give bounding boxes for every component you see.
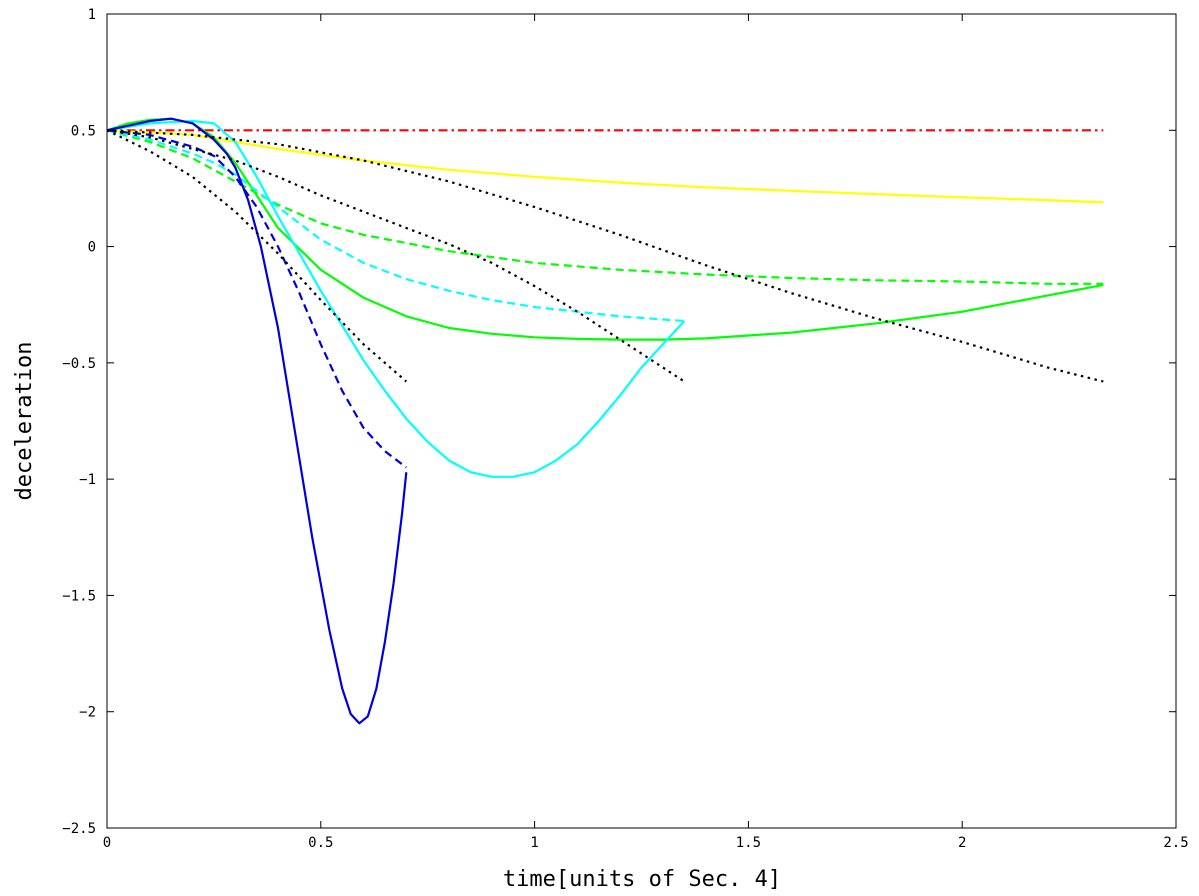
- x-tick-label: 1.5: [736, 835, 761, 851]
- series-line-9: [106, 129, 408, 383]
- y-tick-label: 1: [88, 7, 96, 23]
- x-tick-labels: 0 0.5 1 1.5 2 2.5: [103, 835, 1189, 851]
- x-tick-label: 2.5: [1163, 835, 1188, 851]
- plot-frame: [106, 13, 1177, 829]
- y-tick-label: −2: [79, 705, 96, 721]
- y-tick-label: −0.5: [62, 356, 96, 372]
- series-line-3: [106, 129, 1104, 285]
- y-axis-label: deceleration: [12, 342, 37, 501]
- x-tick-label: 1: [530, 835, 538, 851]
- y-tick-label: 0: [88, 240, 96, 256]
- series-layer: [106, 117, 1104, 725]
- y-tick-labels: 1 0.5 0 −0.5 −1 −1.5 −2 −2.5: [62, 7, 96, 837]
- y-tick-label: 0.5: [71, 123, 96, 139]
- x-tick-label: 2: [958, 835, 966, 851]
- y-tick-label: −2.5: [62, 821, 96, 837]
- y-tick-label: −1: [79, 472, 96, 488]
- series-line-7: [106, 129, 407, 469]
- axis-ticks: [106, 13, 1177, 829]
- series-line-6: [106, 119, 686, 478]
- series-line-10: [106, 129, 685, 383]
- x-tick-label: 0: [103, 835, 111, 851]
- x-tick-label: 0.5: [308, 835, 333, 851]
- series-line-11: [106, 129, 1104, 383]
- x-axis-label: time[units of Sec. 4]: [503, 867, 781, 892]
- series-line-8: [106, 117, 408, 725]
- y-tick-label: −1.5: [62, 588, 96, 604]
- series-line-2: [106, 129, 1104, 204]
